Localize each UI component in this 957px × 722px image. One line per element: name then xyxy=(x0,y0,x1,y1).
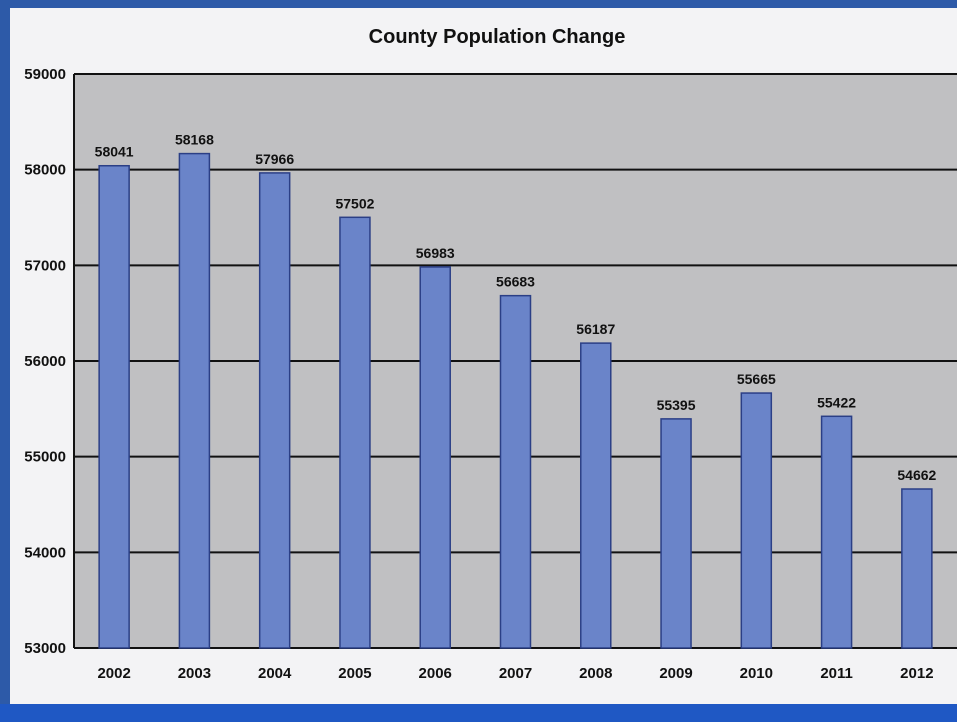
y-tick-label: 57000 xyxy=(24,257,66,274)
bar-2008 xyxy=(580,342,612,649)
y-tick-label: 55000 xyxy=(24,449,66,466)
y-tick-label: 53000 xyxy=(24,640,66,657)
x-axis-ticks: 2002 2003 2004 2005 2006 2007 2008 2009 2010 2011… xyxy=(97,665,933,682)
bar-2011 xyxy=(820,415,853,649)
data-label-2004: 57966 xyxy=(255,151,294,167)
data-label-2007: 56683 xyxy=(496,274,535,290)
bar-2002 xyxy=(98,164,130,649)
bar-2010 xyxy=(740,392,773,649)
y-tick-label: 58000 xyxy=(24,162,66,179)
bar-2007 xyxy=(499,294,532,649)
y-axis-ticks: 53000 54000 55000 56000 57000 58000 59000 xyxy=(24,66,66,657)
x-tick-label-2005: 2005 xyxy=(338,665,371,682)
data-label-2012: 54662 xyxy=(897,467,936,483)
bar-2004 xyxy=(258,172,291,649)
data-label-2008: 56187 xyxy=(576,321,615,337)
x-tick-label-2006: 2006 xyxy=(419,665,452,682)
x-tick-label-2003: 2003 xyxy=(178,665,211,682)
data-label-2003: 58168 xyxy=(175,132,214,148)
x-tick-label-2008: 2008 xyxy=(579,665,612,682)
y-tick-label: 56000 xyxy=(24,353,66,370)
x-tick-label-2009: 2009 xyxy=(659,665,692,682)
bottom-band xyxy=(0,704,957,722)
data-label-2010: 55665 xyxy=(737,371,776,387)
x-tick-label-2012: 2012 xyxy=(900,665,933,682)
bar-2003 xyxy=(178,152,211,649)
bars xyxy=(98,152,933,649)
data-label-2011: 55422 xyxy=(817,394,856,410)
data-label-2009: 55395 xyxy=(657,397,696,413)
bar-2012 xyxy=(901,488,933,649)
x-tick-label-2004: 2004 xyxy=(258,665,292,682)
x-tick-label-2002: 2002 xyxy=(97,665,130,682)
data-label-2005: 57502 xyxy=(335,195,374,211)
data-label-2002: 58041 xyxy=(95,144,134,160)
bar-2009 xyxy=(660,418,692,649)
bar-2005 xyxy=(339,216,371,649)
chart-title: County Population Change xyxy=(369,26,626,48)
bar-2006 xyxy=(419,266,451,649)
y-tick-label: 54000 xyxy=(24,544,66,561)
y-tick-label: 59000 xyxy=(24,66,66,83)
data-labels: 58041 58168 57966 57502 56983 56683 56187 55395… xyxy=(95,132,937,483)
x-tick-label-2007: 2007 xyxy=(499,665,532,682)
data-label-2006: 56983 xyxy=(416,245,455,261)
x-tick-label-2010: 2010 xyxy=(740,665,773,682)
x-tick-label-2011: 2011 xyxy=(820,665,853,682)
